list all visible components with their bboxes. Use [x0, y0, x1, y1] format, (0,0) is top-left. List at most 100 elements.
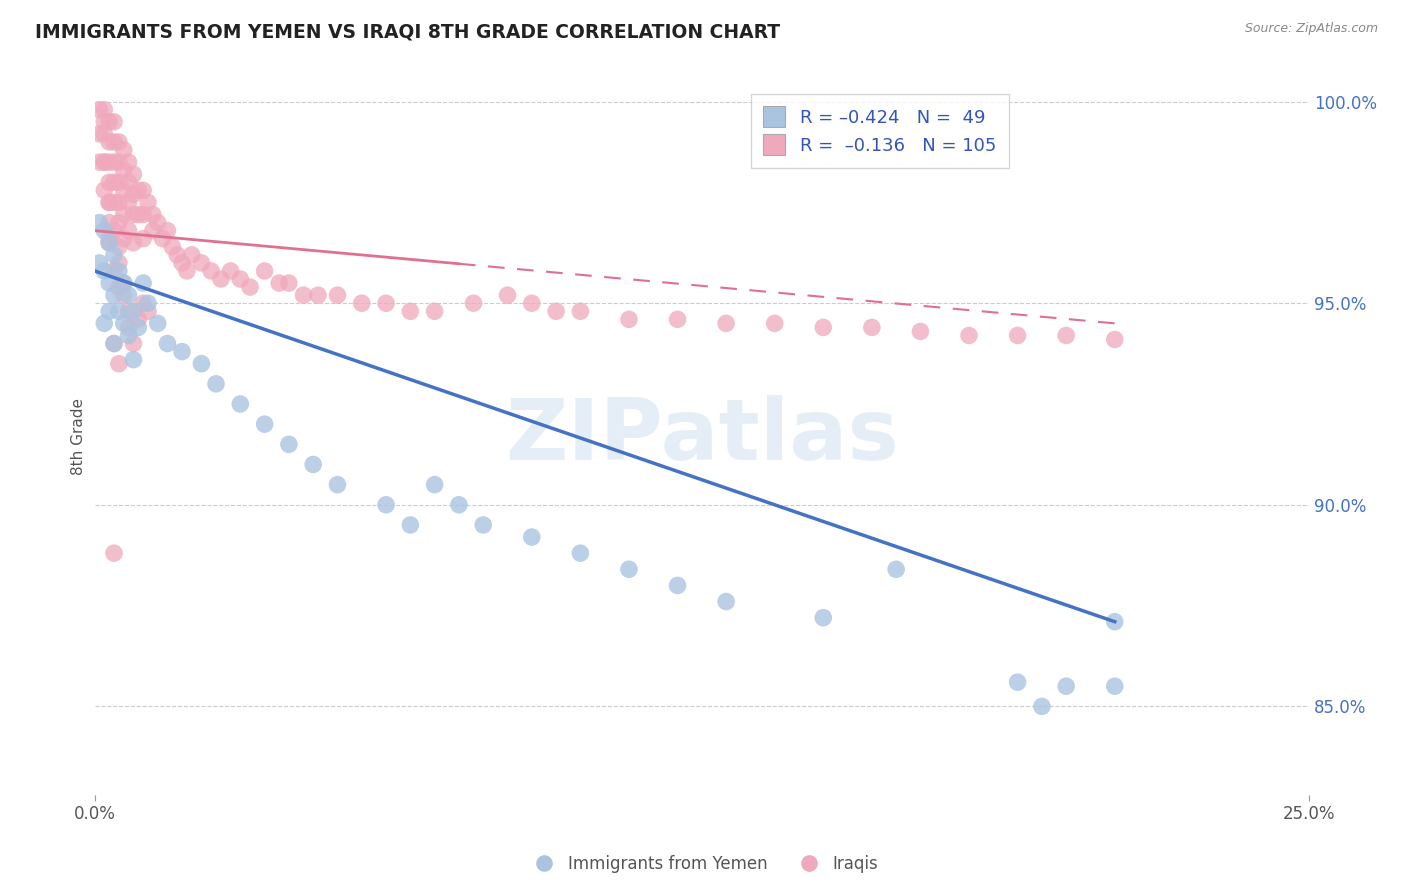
Point — [108, 264, 131, 278]
Point — [326, 288, 349, 302]
Point — [1104, 679, 1126, 693]
Point — [910, 325, 932, 339]
Point — [117, 320, 139, 334]
Point — [326, 477, 349, 491]
Text: IMMIGRANTS FROM YEMEN VS IRAQI 8TH GRADE CORRELATION CHART: IMMIGRANTS FROM YEMEN VS IRAQI 8TH GRADE… — [35, 22, 780, 41]
Point — [127, 183, 149, 197]
Point — [103, 175, 125, 189]
Point — [1104, 615, 1126, 629]
Point — [122, 207, 145, 221]
Point — [108, 195, 131, 210]
Point — [269, 276, 291, 290]
Point — [103, 224, 125, 238]
Point — [156, 224, 179, 238]
Point — [98, 195, 121, 210]
Point — [103, 336, 125, 351]
Y-axis label: 8th Grade: 8th Grade — [72, 398, 86, 475]
Point — [1104, 333, 1126, 347]
Point — [617, 312, 640, 326]
Point — [546, 304, 568, 318]
Point — [132, 183, 155, 197]
Point — [117, 155, 139, 169]
Point — [103, 135, 125, 149]
Point — [93, 155, 115, 169]
Point — [190, 357, 212, 371]
Point — [122, 235, 145, 250]
Point — [146, 317, 169, 331]
Point — [447, 498, 470, 512]
Point — [860, 320, 883, 334]
Point — [190, 256, 212, 270]
Point — [666, 312, 689, 326]
Point — [103, 195, 125, 210]
Point — [103, 264, 125, 278]
Point — [98, 216, 121, 230]
Point — [569, 546, 592, 560]
Point — [117, 288, 139, 302]
Point — [423, 304, 446, 318]
Point — [103, 546, 125, 560]
Point — [98, 195, 121, 210]
Point — [112, 183, 135, 197]
Point — [1007, 328, 1029, 343]
Point — [1054, 328, 1077, 343]
Point — [1031, 699, 1053, 714]
Point — [93, 155, 115, 169]
Point — [1054, 679, 1077, 693]
Point — [714, 594, 737, 608]
Point — [103, 155, 125, 169]
Point — [496, 288, 519, 302]
Point — [93, 264, 115, 278]
Point — [884, 562, 907, 576]
Point — [112, 288, 135, 302]
Point — [132, 296, 155, 310]
Point — [239, 280, 262, 294]
Point — [112, 207, 135, 221]
Point — [108, 304, 131, 318]
Point — [229, 397, 252, 411]
Point — [136, 195, 159, 210]
Point — [170, 256, 193, 270]
Point — [813, 610, 835, 624]
Point — [127, 320, 149, 334]
Point — [93, 115, 115, 129]
Point — [399, 518, 422, 533]
Point — [219, 264, 242, 278]
Point — [763, 317, 786, 331]
Point — [132, 276, 155, 290]
Point — [98, 235, 121, 250]
Point — [93, 183, 115, 197]
Point — [98, 235, 121, 250]
Point — [127, 312, 149, 326]
Point — [399, 304, 422, 318]
Point — [122, 304, 145, 318]
Point — [103, 115, 125, 129]
Point — [98, 175, 121, 189]
Point — [112, 232, 135, 246]
Point — [89, 216, 111, 230]
Point — [122, 336, 145, 351]
Point — [229, 272, 252, 286]
Point — [93, 224, 115, 238]
Point — [112, 276, 135, 290]
Point — [98, 155, 121, 169]
Point — [136, 304, 159, 318]
Point — [108, 256, 131, 270]
Point — [112, 163, 135, 178]
Point — [122, 167, 145, 181]
Point — [152, 232, 174, 246]
Point — [253, 264, 276, 278]
Point — [108, 155, 131, 169]
Point — [98, 135, 121, 149]
Point — [103, 288, 125, 302]
Point — [200, 264, 222, 278]
Point — [103, 248, 125, 262]
Point — [209, 272, 232, 286]
Point — [307, 288, 329, 302]
Point — [156, 336, 179, 351]
Point — [569, 304, 592, 318]
Point — [277, 437, 299, 451]
Point — [472, 518, 495, 533]
Point — [117, 175, 139, 189]
Point — [122, 352, 145, 367]
